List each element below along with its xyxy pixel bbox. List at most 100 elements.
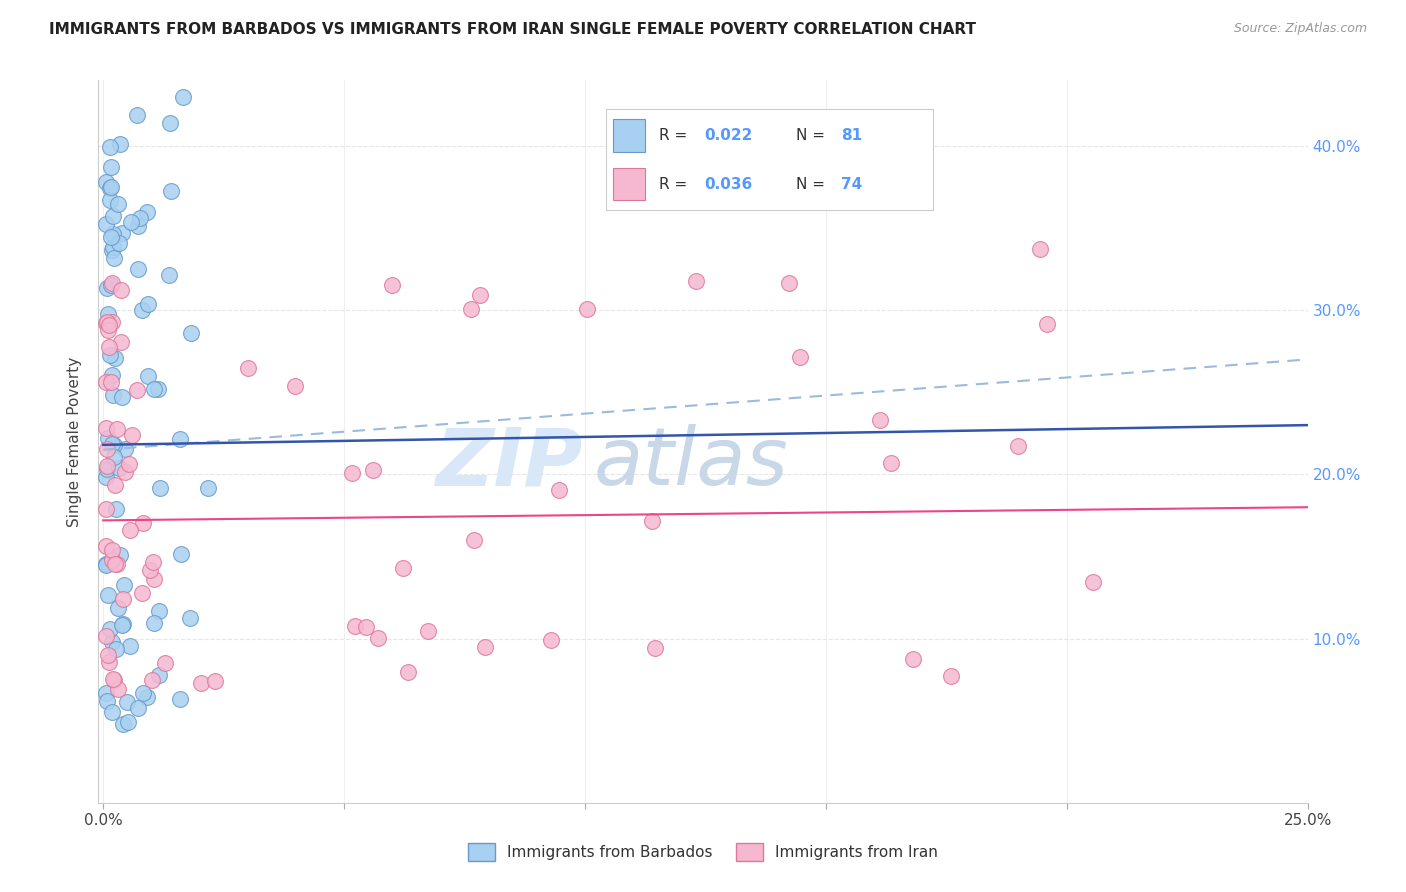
Point <box>94 557 117 571</box>
Text: Source: ZipAtlas.com: Source: ZipAtlas.com <box>1233 22 1367 36</box>
Point <box>103 251 125 265</box>
Point <box>101 368 124 382</box>
Point <box>190 675 212 690</box>
Point <box>180 326 202 340</box>
Point <box>879 456 901 470</box>
Point <box>474 640 496 655</box>
Point <box>1007 439 1029 453</box>
Point <box>118 640 141 654</box>
Point <box>160 184 183 198</box>
Text: IMMIGRANTS FROM BARBADOS VS IMMIGRANTS FROM IRAN SINGLE FEMALE POVERTY CORRELATI: IMMIGRANTS FROM BARBADOS VS IMMIGRANTS F… <box>49 22 976 37</box>
Point <box>97 307 120 321</box>
Point <box>94 316 117 330</box>
Point <box>103 240 125 254</box>
Point <box>112 577 135 591</box>
Point <box>94 176 117 190</box>
Point <box>127 219 149 233</box>
Point <box>148 482 170 496</box>
Point <box>148 382 170 396</box>
Point <box>112 592 135 607</box>
Point <box>380 277 402 292</box>
Point <box>132 686 155 700</box>
Point <box>143 615 166 630</box>
Point <box>104 477 127 491</box>
Point <box>238 360 260 375</box>
Point <box>396 665 419 680</box>
Point <box>354 620 377 634</box>
Point <box>103 227 125 241</box>
Point <box>110 335 132 350</box>
Point <box>98 340 121 354</box>
Point <box>96 315 118 329</box>
Point <box>685 274 707 288</box>
Point <box>100 160 122 174</box>
Point <box>96 281 118 295</box>
Point <box>94 217 117 231</box>
Point <box>127 108 149 122</box>
Point <box>107 557 129 571</box>
Point <box>129 211 152 225</box>
Point <box>97 317 120 331</box>
Point <box>179 610 201 624</box>
Point <box>361 462 384 476</box>
Point <box>98 348 121 362</box>
Point <box>127 701 149 715</box>
Point <box>104 642 127 657</box>
Point <box>100 278 122 293</box>
Point <box>159 116 181 130</box>
Point <box>114 465 136 479</box>
Point <box>340 466 363 480</box>
Point <box>104 557 127 571</box>
Point <box>94 539 117 553</box>
Point <box>97 323 120 337</box>
Point <box>463 533 485 547</box>
Y-axis label: Single Female Poverty: Single Female Poverty <box>67 357 83 526</box>
Point <box>460 301 482 316</box>
Point <box>789 350 811 364</box>
Text: atlas: atlas <box>595 425 789 502</box>
Point <box>778 276 800 290</box>
Text: ZIP: ZIP <box>434 425 582 502</box>
Point <box>117 714 139 729</box>
Point <box>120 524 142 538</box>
Point <box>94 470 117 484</box>
Point <box>94 376 117 390</box>
Point <box>108 548 131 562</box>
Point <box>170 548 193 562</box>
Point <box>111 616 134 631</box>
Point <box>641 514 664 528</box>
Point <box>94 629 117 643</box>
Point <box>101 437 124 451</box>
Point <box>101 542 124 557</box>
Point <box>96 694 118 708</box>
Point <box>939 668 962 682</box>
Point <box>98 181 121 195</box>
Point <box>548 483 571 497</box>
Point <box>869 413 891 427</box>
Point <box>110 390 132 404</box>
Point <box>107 235 129 250</box>
Point <box>94 421 117 435</box>
Point <box>284 379 307 393</box>
Point <box>112 717 135 731</box>
Point <box>131 585 153 599</box>
Point <box>1081 574 1104 589</box>
Point <box>115 695 138 709</box>
Point <box>98 655 121 669</box>
Point <box>94 501 117 516</box>
Point <box>141 673 163 688</box>
Point <box>367 631 389 645</box>
Point <box>101 315 124 329</box>
Point <box>120 214 142 228</box>
Point <box>143 382 166 396</box>
Point <box>97 431 120 445</box>
Point <box>575 301 598 316</box>
Point <box>127 384 149 398</box>
Point <box>138 296 160 310</box>
Point <box>101 388 124 402</box>
Point <box>132 516 155 531</box>
Point <box>644 641 666 656</box>
Point <box>100 179 122 194</box>
Point <box>100 243 122 257</box>
Point <box>100 376 122 390</box>
